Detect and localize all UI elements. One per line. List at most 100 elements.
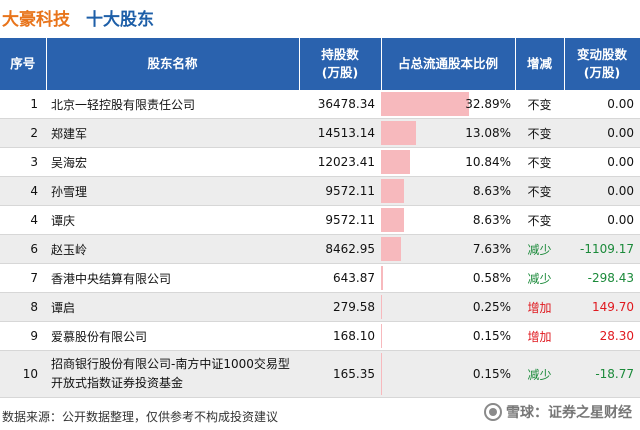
change-cell: 增加: [515, 292, 564, 322]
change-cell: 增加: [515, 321, 564, 351]
pct-value: 8.63%: [472, 184, 511, 198]
shares-cell: 643.87: [299, 263, 381, 293]
pct-value: 0.58%: [472, 271, 511, 285]
table-row: 4 孙雪理 9572.11 8.63% 不变 0.00: [0, 176, 640, 206]
snowball-logo-icon: [484, 403, 502, 421]
delta-cell: 0.00: [564, 147, 640, 177]
pct-value: 8.63%: [472, 213, 511, 227]
column-header-shares-line1: 持股数: [321, 47, 359, 62]
pct-value: 32.89%: [465, 97, 511, 111]
holder-name-cell: 招商银行股份有限公司-南方中证1000交易型开放式指数证券投资基金: [46, 350, 299, 398]
shares-cell: 12023.41: [299, 147, 381, 177]
table-row: 3 吴海宏 12023.41 10.84% 不变 0.00: [0, 147, 640, 177]
company-name: 大豪科技: [2, 9, 70, 30]
shares-cell: 14513.14: [299, 118, 381, 148]
shares-cell: 9572.11: [299, 205, 381, 235]
change-cell: 不变: [515, 176, 564, 206]
holder-name-cell: 谭庆: [46, 205, 299, 235]
shares-cell: 168.10: [299, 321, 381, 351]
watermark-text: 雪球：证券之星财经: [506, 405, 632, 421]
watermark: 雪球：证券之星财经: [484, 402, 632, 422]
pct-cell: 0.25%: [381, 292, 515, 322]
delta-cell: -18.77: [564, 350, 640, 398]
change-cell: 减少: [515, 263, 564, 293]
shares-cell: 279.58: [299, 292, 381, 322]
holder-name-cell: 吴海宏: [46, 147, 299, 177]
rank-cell: 9: [0, 321, 46, 351]
rank-cell: 7: [0, 263, 46, 293]
shareholders-table: 序号 股东名称 持股数 (万股) 占总流通股本比例 增减 变动股数 (万股) 1…: [0, 38, 640, 398]
pct-bar: [381, 295, 382, 319]
rank-cell: 1: [0, 90, 46, 119]
pct-cell: 0.58%: [381, 263, 515, 293]
pct-cell: 8.63%: [381, 176, 515, 206]
pct-value: 0.15%: [472, 367, 511, 381]
pct-cell: 8.63%: [381, 205, 515, 235]
delta-cell: -1109.17: [564, 234, 640, 264]
pct-cell: 10.84%: [381, 147, 515, 177]
change-cell: 减少: [515, 234, 564, 264]
page-title: 大豪科技 十大股东: [2, 0, 154, 34]
pct-cell: 32.89%: [381, 90, 515, 119]
table-row: 7 香港中央结算有限公司 643.87 0.58% 减少 -298.43: [0, 263, 640, 293]
pct-bar: [381, 179, 405, 203]
holder-name-cell: 赵玉岭: [46, 234, 299, 264]
rank-cell: 4: [0, 205, 46, 235]
shares-cell: 9572.11: [299, 176, 381, 206]
pct-bar: [381, 237, 402, 261]
table-row: 4 谭庆 9572.11 8.63% 不变 0.00: [0, 205, 640, 235]
pct-bar: [381, 266, 383, 290]
pct-cell: 0.15%: [381, 321, 515, 351]
table-row: 1 北京一轻控股有限责任公司 36478.34 32.89% 不变 0.00: [0, 90, 640, 119]
holder-name-cell: 爱慕股份有限公司: [46, 321, 299, 351]
column-header-delta-line2: (万股): [583, 65, 621, 80]
holder-name-cell: 香港中央结算有限公司: [46, 263, 299, 293]
column-header-pct: 占总流通股本比例: [381, 38, 516, 90]
table-row: 10 招商银行股份有限公司-南方中证1000交易型开放式指数证券投资基金 165.3…: [0, 350, 640, 398]
delta-cell: 0.00: [564, 90, 640, 119]
rank-cell: 4: [0, 176, 46, 206]
delta-cell: 0.00: [564, 118, 640, 148]
column-header-delta: 变动股数 (万股): [564, 38, 640, 90]
pct-bar: [381, 121, 416, 145]
column-header-rank: 序号: [0, 38, 47, 90]
rank-cell: 2: [0, 118, 46, 148]
shares-cell: 8462.95: [299, 234, 381, 264]
table-row: 8 谭启 279.58 0.25% 增加 149.70: [0, 292, 640, 322]
pct-cell: 13.08%: [381, 118, 515, 148]
delta-cell: 28.30: [564, 321, 640, 351]
column-header-delta-line1: 变动股数: [576, 47, 627, 62]
shares-cell: 165.35: [299, 350, 381, 398]
delta-cell: -298.43: [564, 263, 640, 293]
column-header-name: 股东名称: [46, 38, 300, 90]
section-title: 十大股东: [86, 9, 154, 30]
column-header-shares-line2: (万股): [321, 65, 359, 80]
rank-cell: 3: [0, 147, 46, 177]
table-header-row: 序号 股东名称 持股数 (万股) 占总流通股本比例 增减 变动股数 (万股): [0, 38, 640, 90]
delta-cell: 0.00: [564, 176, 640, 206]
rank-cell: 6: [0, 234, 46, 264]
pct-bar: [381, 92, 469, 116]
table-row: 6 赵玉岭 8462.95 7.63% 减少 -1109.17: [0, 234, 640, 264]
pct-value: 0.15%: [472, 329, 511, 343]
pct-value: 0.25%: [472, 300, 511, 314]
table-row: 9 爱慕股份有限公司 168.10 0.15% 增加 28.30: [0, 321, 640, 351]
rank-cell: 10: [0, 350, 46, 398]
change-cell: 不变: [515, 205, 564, 235]
data-source-note: 数据来源：公开数据整理，仅供参考不构成投资建议: [2, 410, 279, 424]
change-cell: 不变: [515, 147, 564, 177]
holder-name-cell: 郑建军: [46, 118, 299, 148]
change-cell: 不变: [515, 90, 564, 119]
shares-cell: 36478.34: [299, 90, 381, 119]
column-header-change: 增减: [515, 38, 565, 90]
holder-name-cell: 北京一轻控股有限责任公司: [46, 90, 299, 119]
holder-name-cell: 孙雪理: [46, 176, 299, 206]
pct-cell: 0.15%: [381, 350, 515, 398]
change-cell: 不变: [515, 118, 564, 148]
pct-value: 10.84%: [465, 155, 511, 169]
rank-cell: 8: [0, 292, 46, 322]
pct-value: 13.08%: [465, 126, 511, 140]
column-header-shares: 持股数 (万股): [299, 38, 382, 90]
pct-bar: [381, 208, 405, 232]
delta-cell: 0.00: [564, 205, 640, 235]
